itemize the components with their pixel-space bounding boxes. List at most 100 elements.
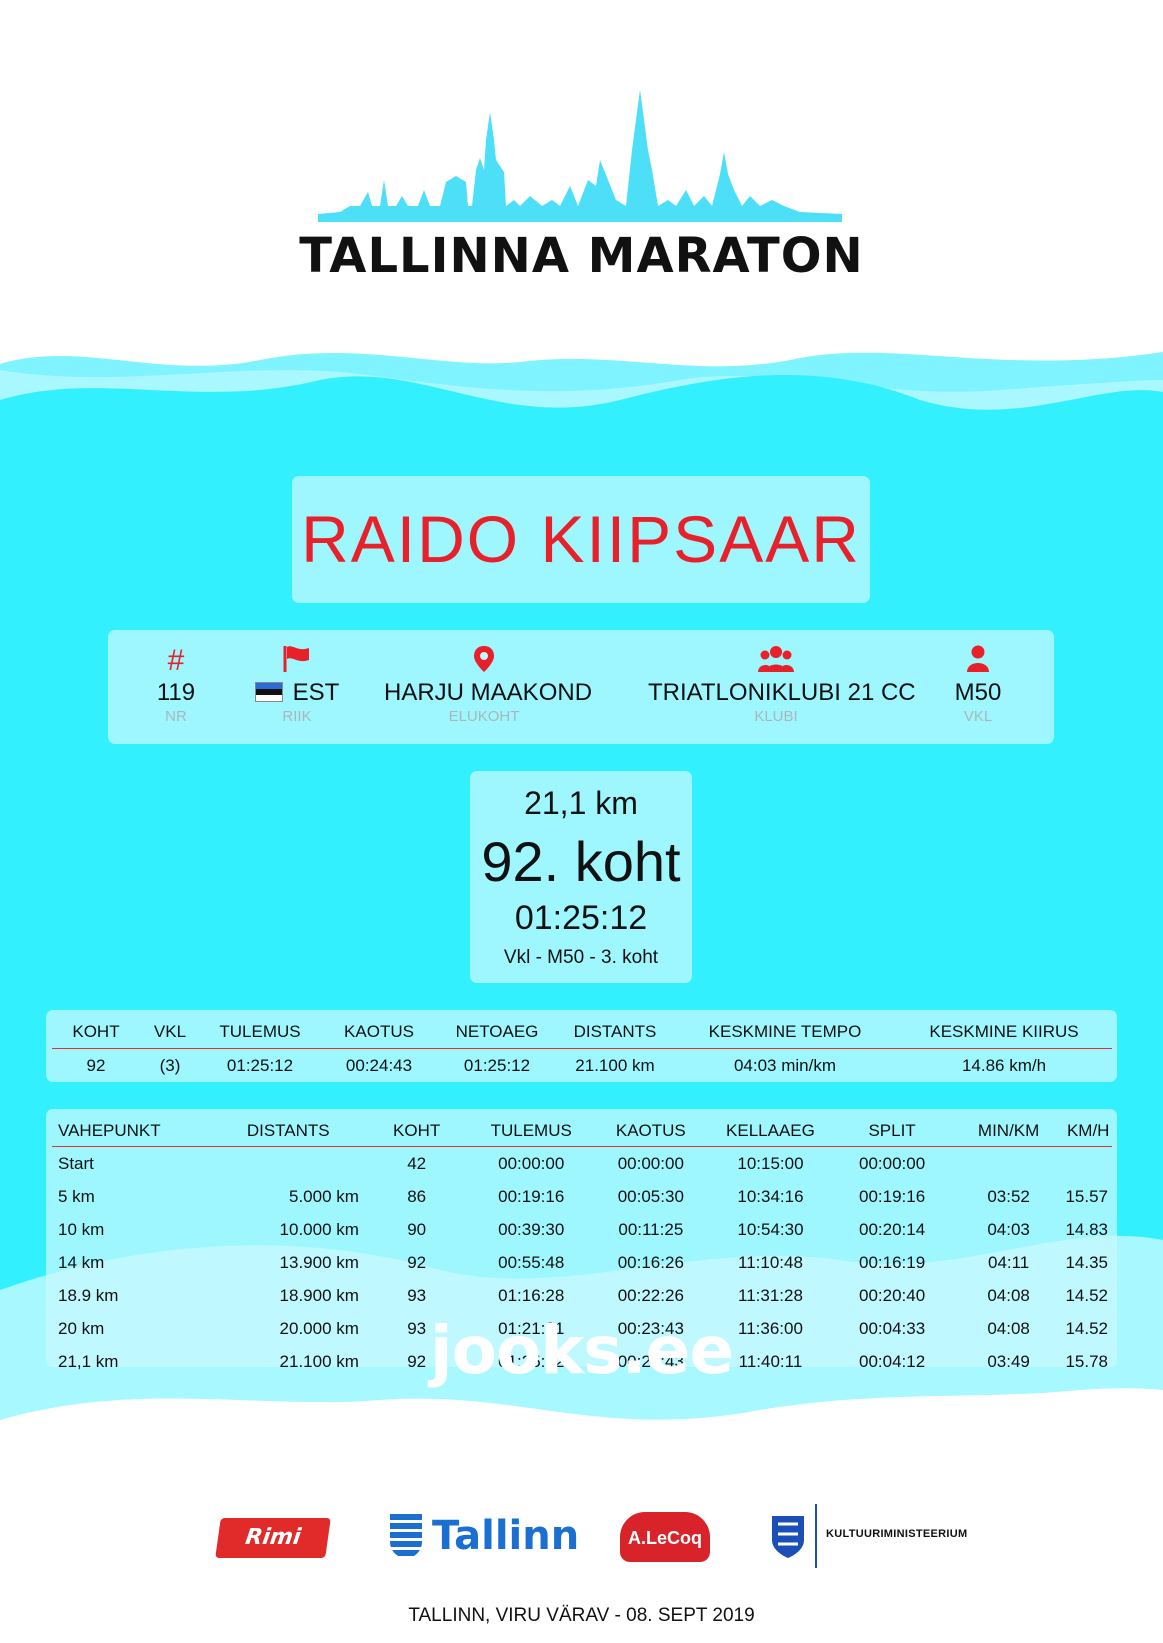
tallinn-logo-text: Tallinn bbox=[432, 1513, 580, 1559]
splits-row: 14 km 13.900 km 92 00:55:48 00:16:26 11:10:48… bbox=[52, 1246, 1112, 1279]
summary-header: KAOTUS bbox=[320, 1016, 438, 1049]
summary-header: VKL bbox=[140, 1016, 200, 1049]
country-code: EST bbox=[292, 679, 340, 706]
splits-cell: 86 bbox=[407, 1186, 427, 1206]
splits-cell: 10.000 km bbox=[279, 1219, 359, 1239]
summary-header: KESKMINE TEMPO bbox=[674, 1016, 896, 1049]
splits-cell: Start bbox=[58, 1153, 94, 1173]
splits-cell: 5.000 km bbox=[288, 1186, 359, 1206]
splits-cell: 00:16:26 bbox=[617, 1252, 684, 1272]
splits-cell: 00:19:16 bbox=[858, 1186, 926, 1206]
splits-cell: 10 km bbox=[58, 1219, 105, 1239]
splits-cell: 10:15:00 bbox=[737, 1153, 804, 1173]
splits-cell bbox=[953, 1147, 1065, 1181]
splits-header: KAOTUS bbox=[592, 1115, 710, 1147]
splits-header: SPLIT bbox=[831, 1115, 953, 1147]
summary-header: KESKMINE KIIRUS bbox=[896, 1016, 1112, 1049]
splits-header: DISTANTS bbox=[213, 1115, 363, 1147]
splits-cell: 00:04:33 bbox=[858, 1318, 926, 1338]
result-time: 01:25:12 bbox=[514, 899, 648, 937]
summary-cell: 01:25:12 bbox=[226, 1056, 294, 1075]
flag-icon bbox=[242, 644, 352, 678]
skyline-graphic bbox=[318, 90, 842, 222]
summary-cell: 00:24:43 bbox=[345, 1056, 413, 1075]
alecoq-logo: A.LeCoq bbox=[620, 1512, 710, 1562]
splits-cell: 20.000 km bbox=[279, 1318, 359, 1338]
splits-row: 18.9 km 18.900 km 93 01:16:28 00:22:26 11:31:… bbox=[52, 1279, 1112, 1312]
ministry-divider bbox=[815, 1504, 817, 1568]
club-label: KLUBI bbox=[754, 708, 798, 725]
watermark-text: jooks.ee bbox=[430, 1312, 734, 1389]
splits-cell: 01:16:28 bbox=[498, 1285, 565, 1305]
ministry-logo-text: KULTUURIMINISTEERIUM bbox=[826, 1528, 968, 1540]
splits-cell: 00:11:25 bbox=[618, 1219, 684, 1239]
splits-cell: 11:36:00 bbox=[738, 1318, 803, 1338]
splits-cell: 00:22:26 bbox=[617, 1285, 684, 1305]
summary-table: KOHT VKL TULEMUS KAOTUS NETOAEG DISTANTS… bbox=[52, 1016, 1112, 1083]
splits-cell bbox=[214, 1147, 363, 1181]
estonia-flag-icon bbox=[254, 682, 283, 702]
splits-cell: 10:54:30 bbox=[737, 1219, 804, 1239]
residence-value: HARJU MAAKOND bbox=[384, 679, 593, 706]
splits-row: 20 km 20.000 km 93 01:21:01 00:23:43 11:36:00… bbox=[52, 1312, 1112, 1345]
summary-header: KOHT bbox=[52, 1016, 140, 1049]
splits-cell: 18.9 km bbox=[58, 1285, 119, 1305]
group-icon bbox=[648, 644, 904, 678]
splits-cell: 04:08 bbox=[987, 1285, 1030, 1305]
splits-cell bbox=[1064, 1147, 1112, 1181]
splits-cell: 00:24:43 bbox=[617, 1351, 684, 1371]
result-place: 92. koht bbox=[481, 830, 681, 893]
result-distance: 21,1 km bbox=[524, 785, 638, 821]
wave-lower-white bbox=[0, 1388, 1163, 1460]
splits-cell: 90 bbox=[407, 1219, 427, 1239]
splits-row: 5 km 5.000 km 86 00:19:16 00:05:30 10:34:16 00… bbox=[52, 1180, 1112, 1213]
runner-name-box: RAIDO KIIPSAAR bbox=[292, 476, 870, 603]
splits-row: 10 km 10.000 km 90 00:39:30 00:11:25 10:54:30… bbox=[52, 1213, 1112, 1246]
splits-header: KM/H bbox=[1064, 1115, 1112, 1147]
splits-row: Start 42 00:00:00 00:00:00 10:15:00 00:00:00 bbox=[52, 1147, 1112, 1181]
splits-cell: 04:08 bbox=[987, 1318, 1030, 1338]
splits-cell: 00:39:30 bbox=[498, 1219, 565, 1239]
summary-cell: (3) bbox=[159, 1056, 181, 1075]
summary-cell: 21.100 km bbox=[575, 1056, 655, 1075]
splits-header-row: VAHEPUNKT DISTANTS KOHT TULEMUS KAOTUS K… bbox=[52, 1115, 1112, 1147]
splits-cell: 15.78 bbox=[1065, 1351, 1108, 1371]
summary-cell: 92 bbox=[86, 1056, 106, 1075]
splits-cell: 00:04:12 bbox=[858, 1351, 926, 1371]
splits-cell: 00:20:40 bbox=[858, 1285, 926, 1305]
summary-header: DISTANTS bbox=[556, 1016, 674, 1049]
splits-cell: 03:52 bbox=[987, 1186, 1030, 1206]
splits-cell: 18.900 km bbox=[279, 1285, 359, 1305]
splits-cell: 13.900 km bbox=[279, 1252, 359, 1272]
summary-table-box: KOHT VKL TULEMUS KAOTUS NETOAEG DISTANTS… bbox=[46, 1010, 1117, 1082]
hash-icon: # bbox=[167, 644, 185, 677]
bib-number-value: 119 bbox=[156, 679, 196, 706]
splits-cell: 00:05:30 bbox=[617, 1186, 684, 1206]
splits-cell: 11:10:48 bbox=[738, 1252, 803, 1272]
result-class-place: Vkl - M50 - 3. koht bbox=[503, 947, 659, 968]
splits-cell: 14 km bbox=[58, 1252, 105, 1272]
splits-header: TULEMUS bbox=[470, 1115, 593, 1147]
splits-cell: 00:00:00 bbox=[498, 1153, 565, 1173]
bib-number-label: NR bbox=[165, 708, 187, 725]
event-title: TALLINNA MARATON bbox=[299, 228, 864, 284]
club-value: TRIATLONIKLUBI 21 CC bbox=[648, 679, 916, 706]
splits-cell: 42 bbox=[407, 1153, 427, 1173]
splits-cell: 00:00:00 bbox=[617, 1153, 684, 1173]
tallinn-logo: Tallinn bbox=[390, 1510, 579, 1562]
country-value: EST bbox=[242, 678, 352, 708]
residence-label: ELUKOHT bbox=[448, 708, 520, 725]
splits-cell: 00:55:48 bbox=[498, 1252, 565, 1272]
summary-data-row: 92 (3) 01:25:12 00:24:43 01:25:12 21.100… bbox=[52, 1049, 1112, 1084]
splits-cell: 93 bbox=[407, 1285, 427, 1305]
splits-cell: 01:21:01 bbox=[498, 1318, 565, 1338]
runner-name: RAIDO KIIPSAAR bbox=[301, 502, 861, 576]
splits-cell: 14.52 bbox=[1065, 1285, 1108, 1305]
info-residence: HARJU MAAKOND ELUKOHT bbox=[384, 644, 593, 726]
splits-cell: 14.35 bbox=[1065, 1252, 1108, 1272]
splits-cell: 15.57 bbox=[1065, 1186, 1108, 1206]
info-club: TRIATLONIKLUBI 21 CC KLUBI bbox=[648, 644, 916, 726]
runner-info-box: # 119 NR EST RIIK HARJU MAAKOND ELUKOHT … bbox=[108, 630, 1054, 744]
splits-cell: 00:16:19 bbox=[858, 1252, 926, 1272]
info-age-class: M50 VKL bbox=[938, 644, 1018, 726]
